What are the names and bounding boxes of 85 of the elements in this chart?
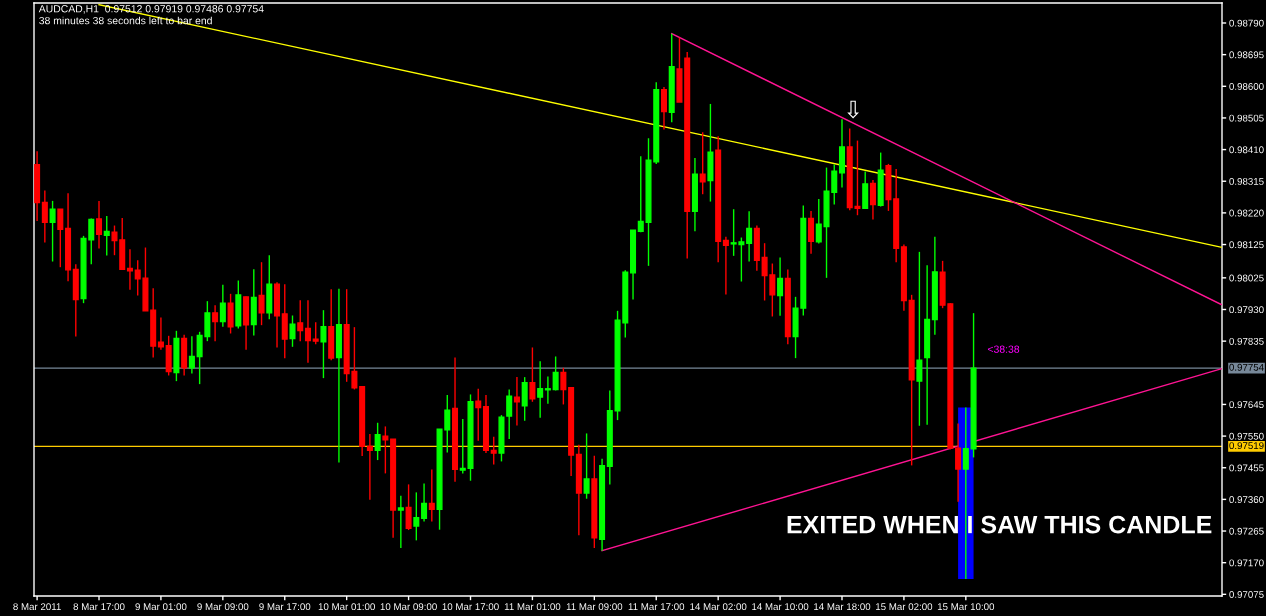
candlestick xyxy=(49,200,56,263)
y-tick-label: 0.98315 xyxy=(1229,177,1264,185)
candlestick xyxy=(312,321,319,345)
candlestick xyxy=(552,355,559,392)
x-tick-label: 10 Mar 09:00 xyxy=(380,603,437,611)
candlestick xyxy=(869,179,876,221)
candlestick xyxy=(421,482,428,523)
candlestick xyxy=(304,299,311,364)
candlestick xyxy=(746,210,753,263)
x-tick-label: 8 Mar 2011 xyxy=(13,603,61,611)
candlestick xyxy=(374,422,381,461)
x-tick-label: 14 Mar 18:00 xyxy=(814,603,871,611)
candlestick xyxy=(955,422,962,503)
candlestick xyxy=(560,367,567,406)
candlestick xyxy=(57,208,64,268)
candlestick xyxy=(103,215,110,257)
candlestick xyxy=(916,251,923,427)
candlestick xyxy=(382,425,389,475)
annotation: EXITED WHEN I SAW THIS CANDLE xyxy=(787,515,1212,534)
y-tick-label: 0.98600 xyxy=(1229,83,1264,90)
x-tick-label: 15 Mar 02:00 xyxy=(876,603,933,611)
candlestick xyxy=(428,468,435,523)
candlestick xyxy=(962,406,969,580)
candlestick xyxy=(529,346,536,403)
candlestick xyxy=(475,388,482,442)
candlestick xyxy=(188,335,195,375)
candlestick xyxy=(405,483,412,531)
candlestick xyxy=(227,293,234,335)
candlestick xyxy=(537,360,544,419)
candlestick xyxy=(583,432,590,500)
candlestick xyxy=(506,388,513,440)
candlestick xyxy=(808,210,815,255)
y-tick-label: 0.98220 xyxy=(1229,209,1264,217)
x-tick-label: 10 Mar 01:00 xyxy=(318,603,375,611)
x-tick-label: 14 Mar 02:00 xyxy=(690,603,747,611)
y-tick-label: 0.98790 xyxy=(1229,19,1264,27)
x-tick-label: 11 Mar 17:00 xyxy=(628,603,685,611)
y-tick-label: 0.97360 xyxy=(1229,496,1264,504)
annotation: ⇩ xyxy=(847,100,859,119)
candlestick xyxy=(320,309,327,379)
ref-line-label: 0.97754 xyxy=(1229,363,1264,371)
y-tick-label: 0.98505 xyxy=(1229,114,1264,122)
candlestick xyxy=(258,261,265,326)
y-tick-label: 0.97645 xyxy=(1229,401,1264,409)
x-tick-label: 11 Mar 09:00 xyxy=(566,603,623,611)
candlestick xyxy=(157,316,164,351)
candlestick xyxy=(777,256,784,317)
x-tick-label: 15 Mar 10:00 xyxy=(937,603,995,611)
y-tick-label: 0.97835 xyxy=(1229,337,1264,345)
candlestick xyxy=(513,376,520,427)
annotation: <38:38 xyxy=(987,345,1020,353)
y-tick-label: 0.97455 xyxy=(1229,464,1264,472)
candlestick xyxy=(397,495,404,549)
candlestick xyxy=(297,299,304,342)
candlestick xyxy=(660,86,668,131)
x-tick-label: 9 Mar 09:00 xyxy=(197,603,249,611)
candlestick xyxy=(699,131,706,195)
x-tick-label: 9 Mar 17:00 xyxy=(259,603,311,611)
candlestick xyxy=(544,375,551,405)
candlestick xyxy=(490,436,497,466)
candlestick xyxy=(722,236,729,296)
y-tick-label: 0.98695 xyxy=(1229,51,1264,59)
candlestick xyxy=(41,189,48,244)
candlestick xyxy=(366,433,373,501)
x-tick-label: 9 Mar 01:00 xyxy=(135,603,187,611)
x-tick-label: 8 Mar 17:00 xyxy=(73,603,125,611)
y-tick-label: 0.97075 xyxy=(1229,591,1264,598)
candlestick xyxy=(212,304,219,342)
candlestick xyxy=(219,284,226,328)
x-tick-label: 10 Mar 17:00 xyxy=(442,603,499,611)
y-tick-label: 0.97550 xyxy=(1229,432,1264,440)
x-tick-label: 11 Mar 01:00 xyxy=(504,603,561,611)
y-tick-label: 0.97265 xyxy=(1229,527,1264,535)
candlestick xyxy=(289,314,296,348)
candlestick xyxy=(126,248,133,291)
y-tick-label: 0.98410 xyxy=(1229,146,1264,154)
ref-line-label: 0.97519 xyxy=(1229,442,1264,450)
x-tick-label: 14 Mar 10:00 xyxy=(752,603,809,611)
candlestick xyxy=(413,491,420,542)
candlestick xyxy=(521,376,528,422)
y-tick-label: 0.97930 xyxy=(1229,306,1264,314)
candlestick xyxy=(95,200,103,250)
y-tick-label: 0.98025 xyxy=(1229,274,1264,282)
y-tick-label: 0.97170 xyxy=(1229,559,1264,567)
y-tick-label: 0.98125 xyxy=(1229,241,1264,249)
